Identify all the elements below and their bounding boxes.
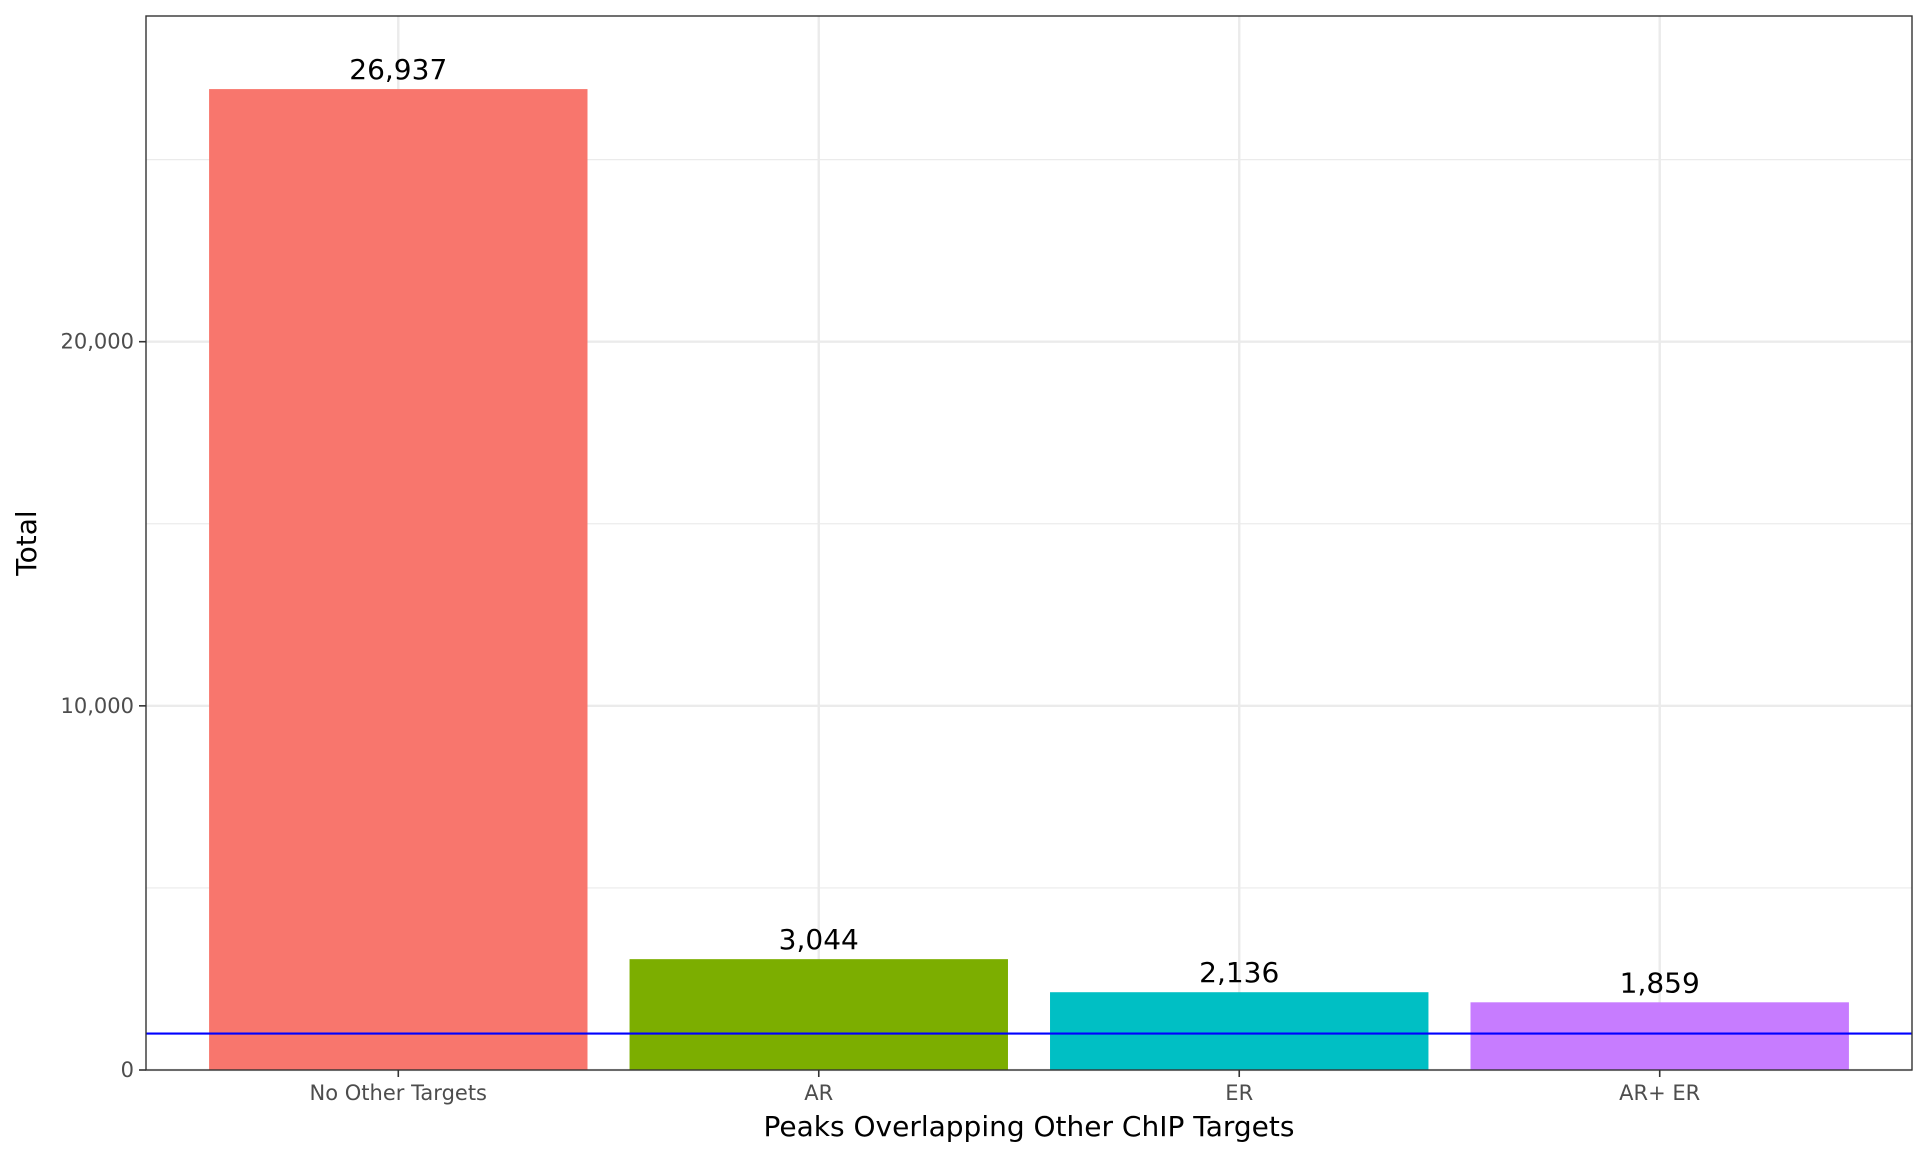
- bar: [1470, 1002, 1849, 1070]
- bar: [1050, 992, 1429, 1070]
- bar: [629, 959, 1008, 1070]
- y-axis-title: Total: [10, 510, 43, 576]
- bars: [209, 89, 1849, 1070]
- data-label: 3,044: [779, 923, 859, 956]
- x-tick-label: AR: [804, 1081, 833, 1105]
- y-tick-label: 0: [121, 1058, 134, 1082]
- x-axis: No Other Targets AR ER AR+ ER: [310, 1070, 1700, 1105]
- x-tick-label: AR+ ER: [1619, 1081, 1700, 1105]
- bar: [209, 89, 588, 1070]
- y-tick-label: 10,000: [61, 694, 134, 718]
- x-tick-label: ER: [1225, 1081, 1253, 1105]
- y-axis: 0 10,000 20,000: [61, 330, 146, 1082]
- data-label: 1,859: [1620, 966, 1700, 999]
- x-axis-title: Peaks Overlapping Other ChIP Targets: [764, 1110, 1295, 1143]
- panel-border: [145, 15, 1913, 1071]
- data-label: 2,136: [1199, 956, 1279, 989]
- data-labels: 26,937 3,044 2,136 1,859: [349, 53, 1700, 999]
- x-tick-label: No Other Targets: [310, 1081, 487, 1105]
- y-tick-label: 20,000: [61, 330, 134, 354]
- data-label: 26,937: [349, 53, 447, 86]
